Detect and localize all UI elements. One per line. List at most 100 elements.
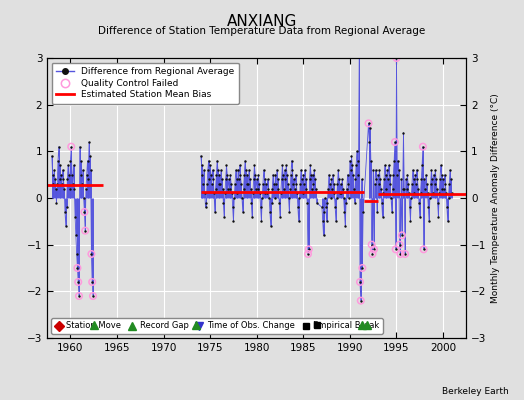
- Text: Berkeley Earth: Berkeley Earth: [442, 387, 508, 396]
- Point: [354, 158, 362, 164]
- Point: [345, 195, 353, 201]
- Point: [88, 279, 96, 285]
- Point: [54, 144, 63, 150]
- Point: [67, 144, 75, 150]
- Point: [376, 176, 385, 182]
- Point: [242, 167, 250, 173]
- Point: [83, 158, 92, 164]
- Point: [304, 251, 312, 257]
- Point: [386, 181, 395, 187]
- Point: [323, 200, 332, 206]
- Point: [332, 218, 340, 224]
- Point: [237, 181, 245, 187]
- Point: [347, 153, 356, 159]
- Point: [250, 162, 259, 168]
- Point: [365, 139, 374, 145]
- Point: [367, 242, 376, 248]
- Point: [80, 209, 89, 215]
- Point: [385, 162, 393, 168]
- Point: [60, 186, 69, 192]
- Point: [445, 181, 453, 187]
- Point: [274, 176, 282, 182]
- Point: [222, 176, 230, 182]
- Point: [252, 186, 260, 192]
- Point: [327, 176, 335, 182]
- Point: [355, 50, 364, 56]
- Point: [351, 200, 359, 206]
- Point: [434, 214, 443, 220]
- Point: [267, 200, 276, 206]
- Point: [417, 176, 425, 182]
- Point: [66, 158, 74, 164]
- Point: [349, 172, 357, 178]
- Point: [57, 172, 66, 178]
- Point: [422, 172, 430, 178]
- Point: [235, 162, 244, 168]
- Point: [318, 204, 326, 210]
- Point: [331, 204, 340, 210]
- Point: [343, 172, 352, 178]
- Point: [403, 172, 411, 178]
- Point: [207, 172, 215, 178]
- Point: [225, 186, 234, 192]
- Point: [222, 162, 231, 168]
- Point: [269, 172, 277, 178]
- Point: [334, 167, 343, 173]
- Point: [290, 176, 298, 182]
- Point: [196, 153, 205, 159]
- Point: [377, 186, 385, 192]
- Point: [391, 246, 400, 252]
- Point: [72, 251, 81, 257]
- Point: [243, 181, 251, 187]
- Point: [209, 167, 217, 173]
- Point: [396, 242, 404, 248]
- Point: [201, 204, 210, 210]
- Point: [238, 209, 247, 215]
- Point: [383, 167, 391, 173]
- Point: [442, 190, 450, 196]
- Point: [213, 158, 221, 164]
- Point: [424, 204, 432, 210]
- Point: [265, 195, 274, 201]
- Point: [396, 242, 404, 248]
- Point: [292, 181, 301, 187]
- Point: [80, 209, 89, 215]
- Point: [276, 214, 284, 220]
- Point: [358, 265, 366, 271]
- Point: [211, 186, 220, 192]
- Point: [393, 172, 401, 178]
- Legend: Station Move, Record Gap, Time of Obs. Change, Empirical Break: Station Move, Record Gap, Time of Obs. C…: [51, 318, 383, 334]
- Point: [397, 176, 406, 182]
- Point: [339, 186, 347, 192]
- Point: [56, 162, 64, 168]
- Point: [446, 167, 454, 173]
- Point: [304, 246, 313, 252]
- Point: [241, 158, 249, 164]
- Point: [398, 232, 406, 238]
- Point: [77, 172, 85, 178]
- Point: [298, 176, 306, 182]
- Point: [235, 176, 243, 182]
- Point: [298, 190, 307, 196]
- Point: [240, 172, 248, 178]
- Point: [404, 181, 412, 187]
- Point: [256, 190, 264, 196]
- Point: [86, 167, 95, 173]
- Point: [324, 186, 332, 192]
- Point: [370, 246, 378, 252]
- Point: [387, 195, 395, 201]
- Point: [69, 162, 78, 168]
- Point: [253, 186, 261, 192]
- Point: [425, 195, 434, 201]
- Point: [340, 195, 348, 201]
- Point: [271, 172, 280, 178]
- Point: [396, 251, 405, 257]
- Point: [208, 181, 216, 187]
- Point: [366, 125, 374, 131]
- Point: [392, 55, 401, 61]
- Point: [244, 181, 253, 187]
- Point: [230, 195, 238, 201]
- Point: [217, 176, 226, 182]
- Point: [357, 176, 366, 182]
- Point: [433, 186, 441, 192]
